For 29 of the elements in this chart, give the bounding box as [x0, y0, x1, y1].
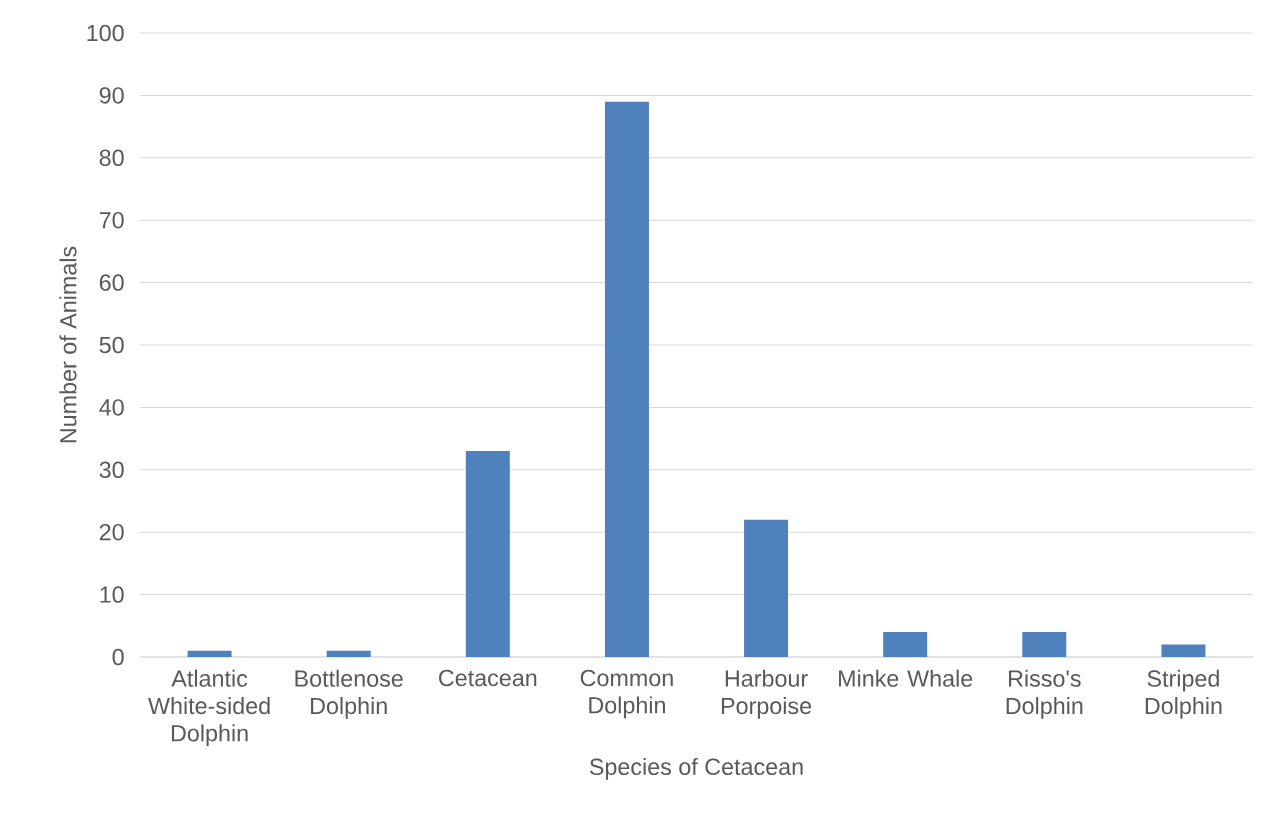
x-tick-label: Common Dolphin — [580, 669, 673, 719]
y-tick-label: 20 — [99, 523, 124, 541]
x-tick-label: Striped Dolphin — [1145, 669, 1222, 719]
x-tick-label: Cetacean — [439, 669, 537, 687]
y-tick-label: 80 — [99, 149, 124, 167]
x-tick-label: Bottlenose Dolphin — [295, 669, 403, 719]
y-tick-label: 40 — [99, 399, 124, 416]
y-tick-label: 70 — [99, 211, 124, 229]
bar — [744, 519, 789, 657]
bar — [1161, 644, 1206, 657]
bar — [883, 632, 928, 657]
x-tick-label: Minke Whale — [839, 669, 973, 687]
y-axis-title: Number of Animals — [59, 246, 77, 443]
y-tick-label: 60 — [99, 274, 124, 291]
x-axis-title: Species of Cetacean — [589, 757, 803, 780]
bar — [187, 650, 232, 657]
y-tick-label: 0 — [112, 648, 124, 666]
bar — [465, 451, 510, 657]
y-tick-label: 10 — [100, 586, 124, 603]
bar — [604, 101, 649, 657]
x-tick-label: Risso's Dolphin — [1006, 669, 1083, 719]
y-tick-label: 30 — [99, 461, 124, 479]
y-tick-label: 100 — [87, 24, 124, 42]
y-tick-label: 50 — [99, 336, 124, 354]
x-tick-label: Atlantic White-sided Dolphin — [148, 669, 270, 747]
x-tick-label: Harbour Porpoise — [721, 669, 812, 719]
bar — [1022, 632, 1067, 657]
y-tick-label: 90 — [99, 87, 124, 104]
bar — [326, 650, 371, 657]
